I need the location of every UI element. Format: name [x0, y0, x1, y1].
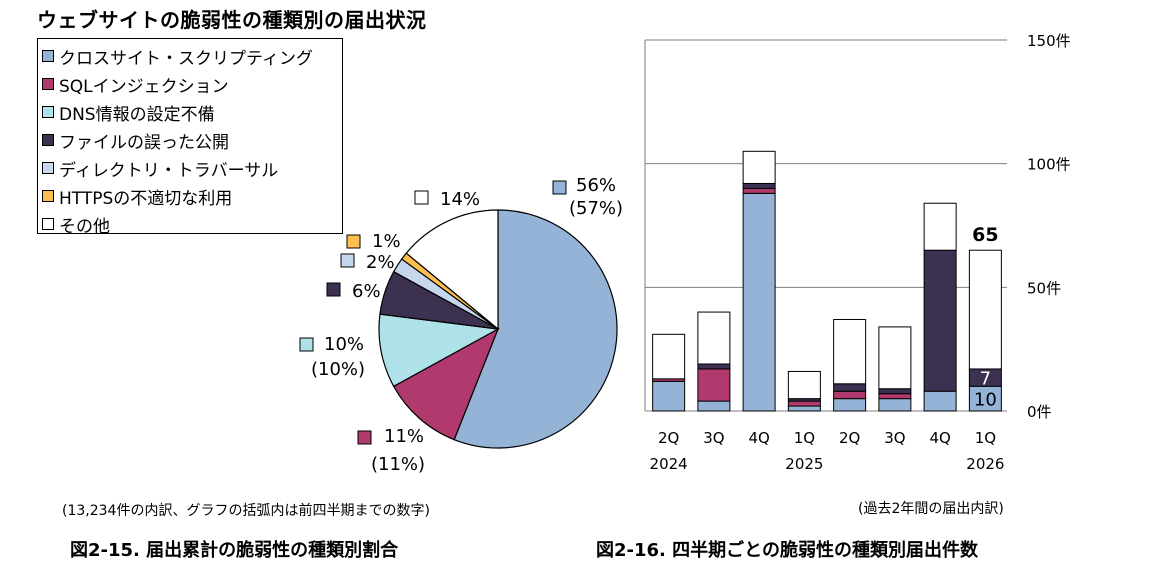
- bar-segment-sql: [697, 368, 731, 402]
- pie-prev-label-sql: (11%): [371, 454, 425, 475]
- legend-item-sql: SQLインジェクション: [42, 70, 342, 98]
- y-tick-label: 50件: [1027, 279, 1061, 297]
- pie-slice-xss: [453, 209, 618, 449]
- pie-slice-dns: [378, 313, 500, 388]
- x-year-label: 2026: [966, 455, 1004, 473]
- y-tick-label: 0件: [1027, 403, 1052, 421]
- legend-swatch-sql: [42, 78, 54, 90]
- bar-segment-xss: [742, 192, 776, 412]
- pie-slice-other: [405, 209, 499, 331]
- pie-slice-sql: [392, 327, 500, 441]
- bar-segment-file: [697, 363, 731, 370]
- x-year-label: 2025: [785, 455, 823, 473]
- bar-segment-sql: [878, 393, 912, 400]
- chart-title: ウェブサイトの脆弱性の種類別の届出状況: [37, 8, 427, 32]
- bar-segment-sql: [833, 390, 867, 400]
- bar-segment-other: [697, 311, 731, 365]
- bar-segment-file: [878, 388, 912, 395]
- pie-label-swatch-dns: [299, 337, 314, 352]
- pie-caption: 図2-15. 届出累計の脆弱性の種類別割合: [70, 540, 399, 561]
- bar-segment-sql: [742, 187, 776, 194]
- bar-segment-xss: [878, 398, 912, 412]
- x-tick-label: 1Q: [975, 429, 996, 447]
- pie-label-swatch-other: [414, 190, 429, 205]
- pie-label-xss: 56%: [576, 175, 616, 196]
- legend-label: ディレクトリ・トラバーサル: [59, 160, 279, 181]
- legend-swatch-file: [42, 134, 54, 146]
- bar-segment-file: [742, 182, 776, 189]
- bar-footnote: (過去2年間の届出内訳): [858, 501, 1004, 517]
- bar-segment-file: [833, 383, 867, 392]
- legend-item-file: ファイルの誤った公開: [42, 126, 342, 154]
- pie-footnote: (13,234件の内訳、グラフの括弧内は前四半期までの数字): [62, 503, 430, 519]
- bar-segment-other: [652, 333, 686, 380]
- bar-segment-xss: [923, 390, 957, 412]
- legend-label: ファイルの誤った公開: [59, 132, 229, 153]
- bar-segment-other: [833, 318, 867, 385]
- y-tick-label: 150件: [1027, 32, 1071, 50]
- x-tick-label: 2Q: [839, 429, 860, 447]
- legend-label: SQLインジェクション: [59, 76, 229, 97]
- bar-segment-other: [923, 202, 957, 251]
- legend-item-traversal: ディレクトリ・トラバーサル: [42, 154, 342, 182]
- bar-segment-other: [878, 326, 912, 390]
- bar-segment-other: [742, 150, 776, 184]
- bar-segment-xss: [697, 400, 731, 412]
- bar-segment-xss: [968, 385, 1002, 412]
- bar-segment-other: [968, 249, 1002, 370]
- bar-segment-file: [923, 249, 957, 392]
- legend-item-other: その他: [42, 210, 342, 238]
- x-year-label: 2024: [650, 455, 688, 473]
- bar-segment-label: 7: [980, 369, 991, 390]
- pie-label-swatch-file: [326, 282, 341, 297]
- bar-segment-xss: [787, 405, 821, 412]
- legend-swatch-other: [42, 218, 54, 230]
- legend-item-https: HTTPSの不適切な利用: [42, 182, 342, 210]
- legend-label: その他: [59, 216, 110, 237]
- legend-swatch-traversal: [42, 162, 54, 174]
- pie-label-traversal: 2%: [366, 252, 395, 273]
- x-tick-label: 2Q: [658, 429, 679, 447]
- legend-swatch-xss: [42, 50, 54, 62]
- pie-label-other: 14%: [440, 189, 480, 210]
- pie-label-swatch-traversal: [340, 253, 355, 268]
- pie-label-swatch-sql: [357, 430, 372, 445]
- legend-swatch-dns: [42, 106, 54, 118]
- bar-total-label: 65: [972, 224, 998, 246]
- bar-caption: 図2-16. 四半期ごとの脆弱性の種類別届出件数: [596, 540, 978, 561]
- x-tick-label: 3Q: [884, 429, 905, 447]
- pie-label-https: 1%: [372, 231, 401, 252]
- bar-segment-xss: [833, 398, 867, 412]
- legend-label: DNS情報の設定不備: [59, 104, 215, 125]
- pie-prev-label-xss: (57%): [569, 198, 623, 219]
- x-tick-label: 1Q: [794, 429, 815, 447]
- legend: クロスサイト・スクリプティング SQLインジェクション DNS情報の設定不備 フ…: [37, 38, 343, 237]
- x-tick-label: 4Q: [748, 429, 769, 447]
- legend-item-dns: DNS情報の設定不備: [42, 98, 342, 126]
- x-tick-label: 4Q: [929, 429, 950, 447]
- bar-segment-other: [787, 370, 821, 400]
- bar-segment-sql: [787, 400, 821, 407]
- bar-segment-xss: [652, 380, 686, 412]
- x-tick-label: 3Q: [703, 429, 724, 447]
- bar-segment-label: 10: [974, 390, 997, 411]
- pie-label-swatch-https: [346, 234, 361, 249]
- pie-label-sql: 11%: [384, 426, 424, 447]
- legend-swatch-https: [42, 190, 54, 202]
- legend-label: クロスサイト・スクリプティング: [59, 48, 313, 69]
- pie-label-swatch-xss: [552, 180, 567, 195]
- pie-label-dns: 10%: [324, 334, 364, 355]
- pie-label-file: 6%: [352, 281, 381, 302]
- pie-prev-label-dns: (10%): [311, 359, 365, 380]
- legend-item-xss: クロスサイト・スクリプティング: [42, 42, 342, 70]
- y-tick-label: 100件: [1027, 156, 1071, 174]
- legend-label: HTTPSの不適切な利用: [59, 188, 233, 209]
